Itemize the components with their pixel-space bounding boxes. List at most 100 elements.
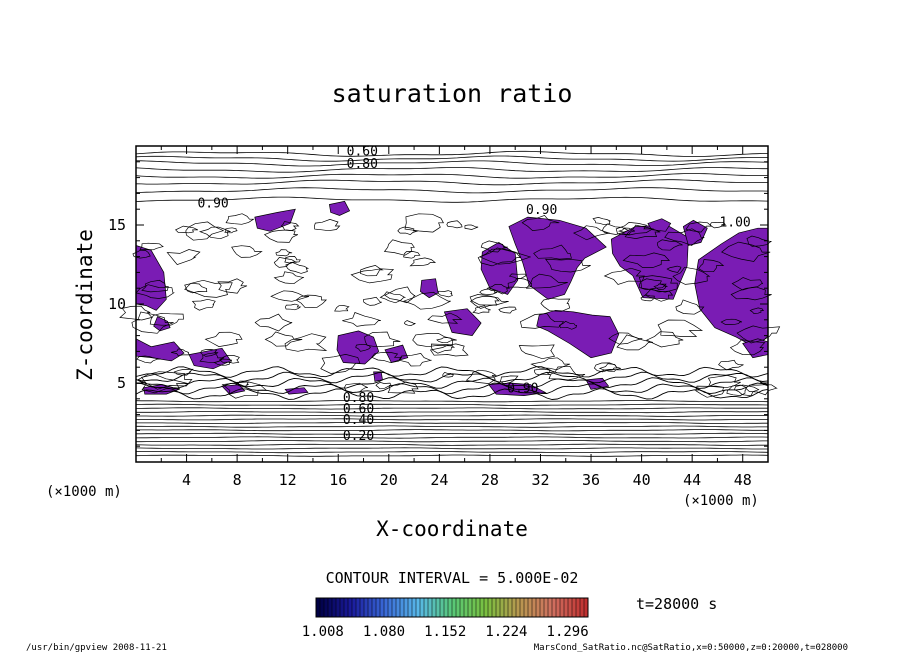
time-label: t=28000 s [636, 595, 717, 613]
x-tick-label: 48 [734, 471, 752, 489]
contour-line [534, 368, 552, 376]
footer-program-info: /usr/bin/gpview 2008-11-21 [26, 643, 167, 653]
colorbar-swatch [364, 598, 369, 617]
colorbar-swatch [468, 598, 473, 617]
contour-value-label: 0.80 [347, 157, 378, 172]
colorbar-swatch [432, 598, 437, 617]
colorbar-swatch [388, 598, 393, 617]
contour-line [695, 385, 725, 398]
colorbar-swatch [516, 598, 521, 617]
contour-line [136, 160, 769, 167]
contour-line [430, 343, 456, 354]
contour-line [477, 248, 522, 267]
contour-line [284, 256, 301, 264]
contour-line [363, 296, 382, 306]
colorbar-swatch [464, 598, 469, 617]
contour-line [149, 312, 184, 326]
contour-line [136, 421, 768, 424]
contour-line [479, 288, 498, 295]
contour-line [334, 305, 350, 312]
contour-line [285, 262, 310, 274]
colorbar-swatch [352, 598, 357, 617]
contour-line [518, 344, 556, 360]
footer-file-info: MarsCond_SatRatio.nc@SatRatio,x=0:50000,… [534, 643, 848, 653]
contour-line [558, 320, 578, 330]
colorbar-swatch [536, 598, 541, 617]
contour-line [730, 286, 772, 301]
contour-line [736, 325, 781, 344]
contour-line [622, 252, 671, 268]
contour-line [615, 222, 655, 236]
contour-line [733, 384, 760, 397]
colorbar-swatch [488, 598, 493, 617]
colorbar-swatch [580, 598, 585, 617]
contour-line [709, 221, 726, 229]
contour-line [136, 429, 769, 432]
plot-area: 0.600.800.90 0.901.000.900.800.600.400.20 [119, 145, 781, 463]
colorbar-swatch [316, 598, 321, 617]
colorbar-swatch [528, 598, 533, 617]
colorbar-swatch [500, 598, 505, 617]
contour-line [446, 220, 463, 229]
contour-line [638, 275, 678, 293]
contour-line [508, 273, 527, 280]
contour-line [135, 173, 768, 179]
colorbar-swatch [436, 598, 441, 617]
contour-line [533, 244, 572, 260]
contour-line [132, 249, 151, 259]
contour-line [664, 228, 705, 246]
colorbar-swatch [392, 598, 397, 617]
contour-value-label: 0.60 [343, 402, 374, 417]
contour-line [136, 403, 769, 406]
contour-line [685, 221, 713, 233]
contour-line [507, 277, 532, 289]
contour-line [364, 331, 401, 348]
colorbar-swatch [452, 598, 457, 617]
contour-line [136, 187, 769, 194]
colorbar-swatch [332, 598, 337, 617]
contour-line [675, 299, 705, 315]
colorbar-swatch [448, 598, 453, 617]
contour-line [427, 312, 463, 324]
colorbar-swatch [568, 598, 573, 617]
contour-line [731, 277, 764, 291]
colorbar-swatch [328, 598, 333, 617]
contour-line [403, 251, 421, 259]
colorbar-swatch [420, 598, 425, 617]
contour-line [469, 294, 500, 306]
colorbar-labels: 1.008 1.080 1.152 1.224 1.296 [302, 624, 589, 640]
contour-line [343, 382, 368, 393]
contour-line [135, 366, 769, 378]
contour-line [119, 305, 153, 321]
colorbar-swatch [496, 598, 501, 617]
colorbar-swatch [532, 598, 537, 617]
supersaturated-region [188, 347, 232, 370]
y-axis-ticks: 5 10 15 [108, 145, 768, 463]
colorbar-swatch [472, 598, 477, 617]
contour-line [284, 303, 302, 311]
contour-line [184, 279, 233, 298]
x-tick-label: 40 [633, 471, 651, 489]
x-unit-label-left: (×1000 m) [46, 484, 122, 500]
contour-value-label: 1.00 [719, 216, 750, 231]
contour-line [617, 227, 636, 235]
contour-line [264, 331, 303, 347]
contour-line [280, 221, 300, 231]
colorbar-swatch [416, 598, 421, 617]
contour-line [645, 331, 684, 348]
colorbar-swatch [544, 598, 549, 617]
contour-line [548, 365, 586, 381]
colorbar-swatch [412, 598, 417, 617]
contour-line [198, 226, 231, 240]
contour-line [404, 213, 444, 233]
contour-line [139, 242, 164, 251]
contour-line [135, 451, 769, 454]
contour-line [135, 150, 768, 158]
contour-line [225, 213, 255, 225]
contour-line [525, 273, 568, 289]
contour-line [480, 240, 508, 253]
contour-line [521, 214, 560, 231]
colorbar-swatch [408, 598, 413, 617]
contour-line [478, 247, 531, 265]
supersaturated-region [221, 384, 246, 395]
